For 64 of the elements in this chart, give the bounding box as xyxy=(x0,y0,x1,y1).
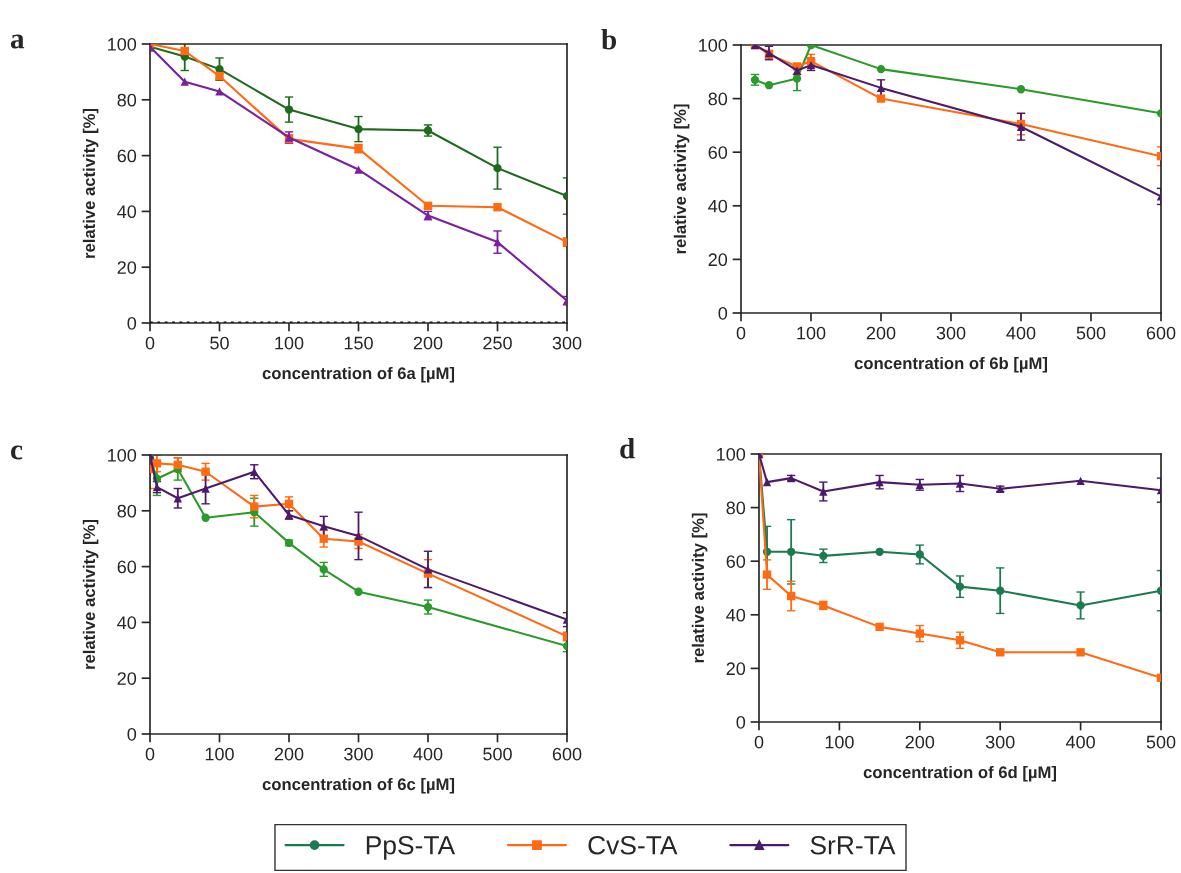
y-tick-label: 80 xyxy=(117,504,137,518)
legend-label: CvS-TA xyxy=(588,835,678,855)
y-tick-label: 0 xyxy=(127,316,137,330)
y-tick-label: 40 xyxy=(117,205,137,219)
x-tick-label: 100 xyxy=(275,336,304,350)
x-tick-label: 200 xyxy=(413,336,443,350)
y-tick-label: 60 xyxy=(117,560,137,574)
y-tick-label: 0 xyxy=(718,306,728,320)
y-tick-label: 100 xyxy=(699,38,728,52)
x-axis-title: concentration of 6c [µM] xyxy=(262,777,455,794)
x-tick-label: 0 xyxy=(754,735,764,749)
y-tick-label: 80 xyxy=(708,92,728,106)
x-tick-label: 0 xyxy=(145,336,155,350)
y-tick-label: 60 xyxy=(117,149,137,163)
y-tick-label: 20 xyxy=(117,672,137,685)
y-tick-label: 20 xyxy=(117,261,137,274)
y-tick-label: 60 xyxy=(708,146,728,159)
y-axis-title: relative activity [%] xyxy=(82,519,99,669)
y-tick-label: 100 xyxy=(108,37,137,51)
x-tick-label: 100 xyxy=(205,747,234,761)
legend-label: SrR-TA xyxy=(810,835,896,855)
y-tick-label: 80 xyxy=(117,93,137,107)
y-tick-label: 100 xyxy=(717,447,746,461)
x-tick-label: 400 xyxy=(1006,326,1036,340)
y-axis-title: relative activity [%] xyxy=(82,108,99,258)
x-tick-label: 300 xyxy=(985,735,1015,749)
y-tick-label: 40 xyxy=(726,608,746,622)
y-tick-label: 0 xyxy=(736,715,746,729)
x-tick-label: 500 xyxy=(1076,326,1106,340)
x-tick-label: 50 xyxy=(210,336,229,350)
x-axis-title: concentration of 6a [µM] xyxy=(262,366,455,383)
x-tick-label: 300 xyxy=(552,336,582,350)
x-tick-label: 400 xyxy=(413,747,443,761)
chart-title: a xyxy=(10,34,25,49)
x-tick-label: 100 xyxy=(797,326,826,340)
y-tick-label: 60 xyxy=(726,555,746,568)
chart-title: d xyxy=(620,438,635,459)
x-tick-label: 200 xyxy=(905,735,935,749)
y-axis-title: relative activity [%] xyxy=(691,513,708,663)
x-tick-label: 200 xyxy=(866,326,896,340)
y-tick-label: 40 xyxy=(117,616,137,630)
chart-title: c xyxy=(11,445,23,460)
x-tick-label: 300 xyxy=(936,326,966,340)
y-tick-label: 100 xyxy=(108,448,137,462)
legend-label: PpS-TA xyxy=(366,835,456,860)
x-tick-label: 300 xyxy=(344,747,373,761)
y-axis-title: relative activity [%] xyxy=(673,104,690,254)
x-tick-label: 500 xyxy=(1146,735,1176,749)
x-tick-label: 400 xyxy=(1065,735,1095,749)
y-tick-label: 20 xyxy=(708,253,728,267)
x-tick-label: 600 xyxy=(552,747,582,761)
chart-title: b xyxy=(601,29,617,50)
x-axis-title: concentration of 6d [µM] xyxy=(863,765,1056,782)
x-axis-title: concentration of 6b [µM] xyxy=(854,356,1047,373)
x-tick-label: 0 xyxy=(145,747,155,761)
x-tick-label: 600 xyxy=(1146,326,1176,340)
x-tick-label: 100 xyxy=(825,735,854,749)
y-tick-label: 20 xyxy=(726,662,746,676)
x-tick-label: 200 xyxy=(274,747,304,761)
x-tick-label: 500 xyxy=(483,747,512,761)
y-tick-label: 80 xyxy=(726,501,746,515)
x-tick-label: 250 xyxy=(483,336,512,350)
y-tick-label: 40 xyxy=(708,199,728,213)
x-tick-label: 150 xyxy=(344,336,373,350)
